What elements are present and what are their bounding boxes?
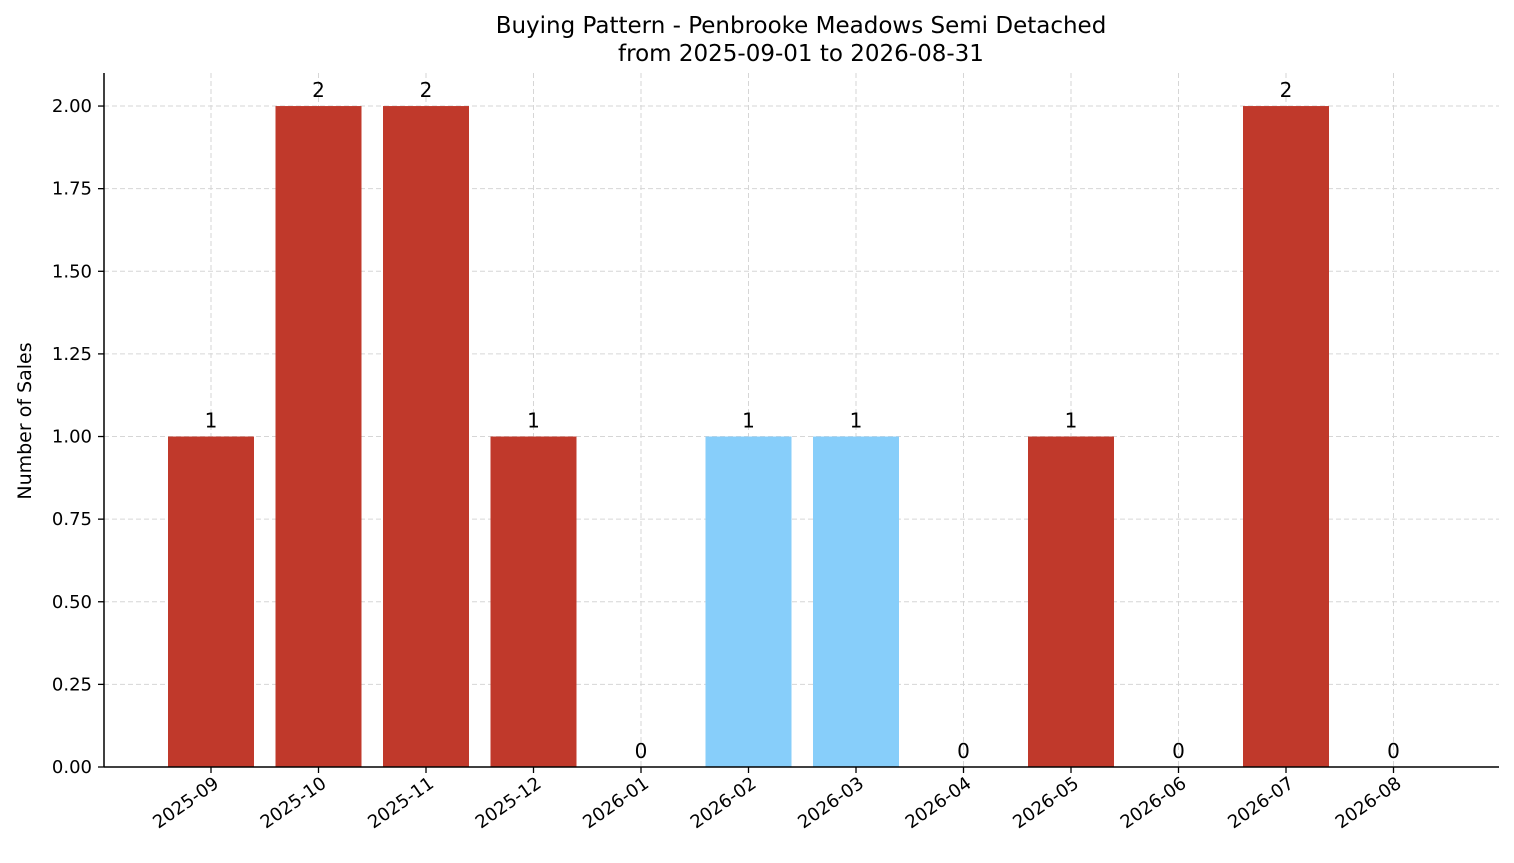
x-tick-label: 2026-06 — [1117, 773, 1191, 833]
x-tick-label: 2026-03 — [794, 773, 868, 833]
chart-subtitle: from 2025-09-01 to 2026-08-31 — [618, 41, 984, 67]
y-tick-label: 0.75 — [52, 509, 92, 530]
y-tick-label: 0.25 — [52, 674, 92, 695]
x-tick-label: 2025-12 — [472, 773, 546, 833]
data-label-2026-05: 1 — [1065, 409, 1078, 433]
data-label-2025-09: 1 — [205, 409, 218, 433]
y-tick-label: 0.00 — [52, 757, 92, 778]
y-tick-label: 0.50 — [52, 592, 92, 613]
y-tick-label: 2.00 — [52, 96, 92, 117]
x-tick-label: 2026-01 — [579, 773, 653, 833]
y-axis-label: Number of Sales — [14, 342, 36, 499]
bar-2026-03 — [813, 436, 899, 767]
data-label-2026-08: 0 — [1387, 739, 1400, 763]
data-label-2025-10: 2 — [312, 78, 325, 102]
data-label-2026-02: 1 — [742, 409, 755, 433]
data-label-2026-04: 0 — [957, 739, 970, 763]
x-tick-label: 2026-04 — [902, 773, 976, 833]
y-tick-label: 1.25 — [52, 344, 92, 365]
data-label-2026-01: 0 — [635, 739, 648, 763]
data-label-2026-06: 0 — [1172, 739, 1185, 763]
bars — [168, 106, 1329, 768]
bar-2025-12 — [490, 436, 577, 767]
y-tick-label: 1.50 — [52, 261, 92, 282]
x-tick-label: 2026-08 — [1332, 773, 1406, 833]
x-tick-label: 2025-10 — [257, 773, 331, 833]
data-label-2026-07: 2 — [1280, 78, 1293, 102]
x-tick-label: 2026-02 — [687, 773, 761, 833]
y-tick-label: 1.00 — [52, 427, 92, 448]
y-tick-label: 1.75 — [52, 179, 92, 200]
data-label-2025-11: 2 — [420, 78, 433, 102]
data-label-2026-03: 1 — [850, 409, 863, 433]
x-tick-label: 2025-09 — [149, 773, 223, 833]
bar-2025-11 — [383, 106, 469, 768]
data-labels: 1 2 2 1 0 1 1 0 1 0 2 0 — [205, 78, 1400, 763]
x-tick-label: 2026-07 — [1224, 773, 1298, 833]
bar-2025-09 — [168, 436, 254, 767]
data-label-2025-12: 1 — [527, 409, 540, 433]
x-tick-label: 2025-11 — [364, 773, 438, 833]
bar-2026-05 — [1028, 436, 1114, 767]
bar-2025-10 — [275, 106, 362, 768]
bar-2026-02 — [705, 436, 792, 767]
x-tick-label: 2026-05 — [1009, 773, 1083, 833]
bar-2026-07 — [1243, 106, 1329, 768]
chart-title: Buying Pattern - Penbrooke Meadows Semi … — [496, 13, 1107, 39]
